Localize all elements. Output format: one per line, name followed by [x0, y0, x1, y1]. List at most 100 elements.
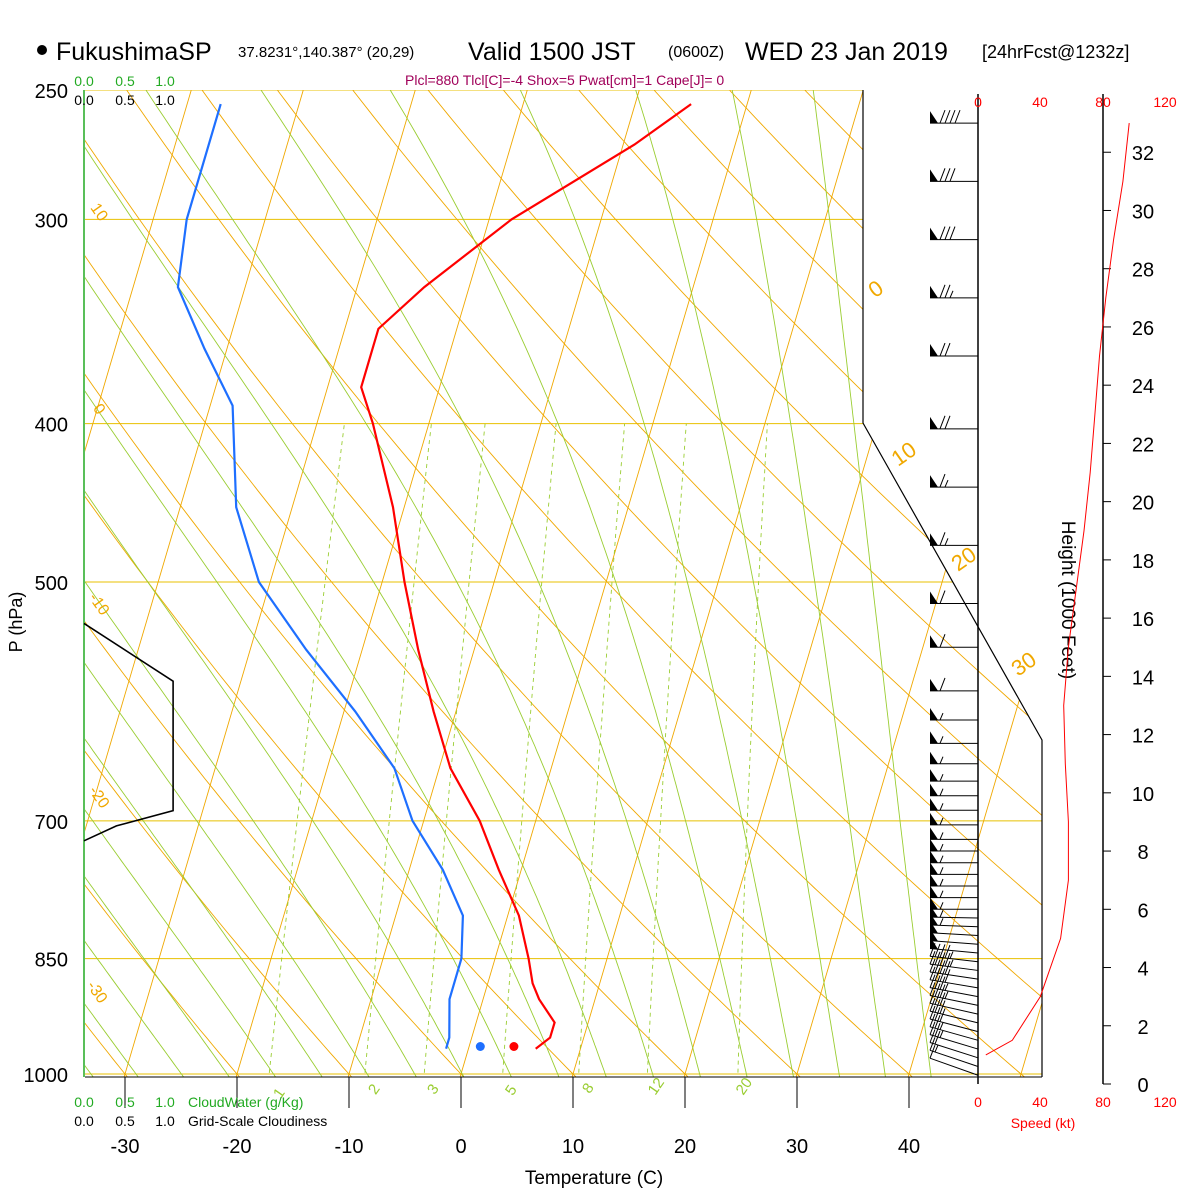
mixing-ratio-line [262, 423, 345, 1077]
height-axis-title: Height (1000 Feet) [1057, 521, 1078, 679]
wind-speed-bottom-tick: 0 [974, 1094, 982, 1110]
wind-barb [929, 950, 979, 971]
pressure-tick-label: 400 [35, 415, 68, 437]
dry-adiabat-label: -20 [85, 783, 112, 812]
wind-barb [930, 284, 978, 299]
wind-barb-full [929, 982, 936, 996]
wind-barb-full [944, 284, 951, 299]
x-axis-title: Temperature (C) [525, 1168, 663, 1189]
wind-barb [929, 958, 979, 980]
wind-barb-full [939, 590, 946, 604]
x-tick-label: 30 [786, 1136, 808, 1158]
wind-barb [930, 226, 978, 241]
wind-barb [930, 751, 978, 765]
x-tick-label: 20 [674, 1136, 696, 1158]
wind-barb [930, 783, 978, 797]
plot-border [862, 90, 1043, 1077]
moist-adiabat-line [0, 349, 42, 1129]
valid-time: Valid 1500 JST [468, 38, 636, 66]
wind-barb [930, 839, 978, 852]
wind-barb-pennant [930, 344, 938, 357]
wind-barb-staff [929, 924, 979, 928]
dry-adiabat-line [85, 90, 857, 1077]
height-tick-label: 20 [1132, 493, 1154, 515]
cloudwater-top-tick: 0.5 [115, 73, 135, 89]
wind-barb-half [939, 773, 944, 782]
wind-barb-full [929, 1037, 936, 1051]
cloudwater-bottom-tick: 0.0 [74, 1094, 94, 1110]
wind-barb-pennant [930, 635, 938, 648]
dry-adiabat-label: 10 [87, 200, 111, 224]
cloudiness-top-tick: 1.0 [155, 92, 175, 108]
wind-barb [929, 1037, 979, 1068]
wind-barb-full [939, 473, 946, 488]
wind-barb-pennant [930, 874, 938, 886]
wind-barb-half [939, 736, 944, 744]
wind-barb-full [939, 992, 946, 1006]
mixing-ratio-label: 20 [733, 1075, 756, 1098]
wind-barb-half [939, 902, 944, 910]
wind-barb [929, 982, 979, 1006]
wind-barb-staff [929, 1018, 979, 1033]
wind-barb-half [939, 855, 944, 863]
pressure-tick-label: 1000 [24, 1065, 69, 1087]
wind-barb-full [929, 950, 936, 965]
wind-barb-full [934, 1030, 941, 1045]
moist-adiabat-label: 0 [864, 275, 888, 303]
mixing-ratio-label: 5 [502, 1082, 521, 1099]
height-tick-label: 24 [1132, 376, 1154, 398]
wind-barb-half [939, 817, 944, 826]
isotherm-line [108, 90, 463, 1077]
wind-barb-full [939, 109, 946, 124]
wind-barb-staff [929, 1057, 979, 1076]
mixing-ratio-label: 2 [365, 1081, 384, 1098]
cloudwater-bottom-tick: 1.0 [155, 1094, 175, 1110]
dry-adiabat-line [93, 90, 1042, 1077]
wind-barb-pennant [930, 862, 938, 875]
wind-barb-half [944, 991, 949, 999]
wind-barb [930, 109, 978, 124]
moist-adiabat-line [85, 219, 177, 1077]
height-tick-label: 22 [1132, 434, 1154, 456]
wind-barb [930, 532, 978, 546]
wind-barb-full [939, 960, 946, 974]
wind-speed-bottom-tick: 80 [1095, 1094, 1111, 1110]
wind-barb-full [934, 983, 941, 997]
wind-barb-pennant [930, 783, 938, 796]
wind-barb-full [934, 959, 941, 973]
moist-adiabat-line [85, 117, 267, 1077]
moist-adiabat-line [85, 90, 491, 1077]
wind-speed-top-tick: 40 [1032, 94, 1048, 110]
wind-barb-pennant [930, 920, 938, 934]
mixing-ratio-line [498, 423, 557, 1077]
moist-adiabat-label: 30 [1007, 647, 1041, 682]
wind-barb-staff [929, 963, 979, 971]
wind-barb-half [939, 910, 944, 918]
wind-barb [929, 974, 979, 998]
wind-barb-pennant [930, 812, 938, 825]
wind-barb-full [934, 999, 941, 1013]
height-tick-label: 12 [1132, 726, 1154, 748]
wind-barb-full [939, 976, 946, 990]
wind-barb [930, 677, 978, 692]
wind-barb-full [929, 990, 936, 1004]
dry-adiabat-line [446, 90, 1042, 1077]
wind-barb-full [934, 975, 941, 989]
wind-barb [930, 897, 978, 910]
moist-adiabat-line [85, 90, 311, 1077]
dry-adiabat-line [234, 90, 1042, 1077]
wind-barb-pennant [930, 798, 938, 811]
mixing-ratio-line [419, 423, 486, 1077]
moist-adiabat-line [156, 90, 715, 1077]
wind-barb-half [939, 803, 944, 811]
wind-barb-full [944, 961, 951, 975]
wind-barb-full [939, 342, 946, 357]
wind-barb-pennant [930, 591, 938, 604]
wind-barb [930, 415, 978, 430]
wind-barb-full [939, 1000, 946, 1014]
wind-barb-full [929, 974, 936, 988]
height-tick-label: 28 [1132, 260, 1154, 282]
wind-barb-pennant [930, 751, 938, 764]
wind-speed-top-tick: 120 [1153, 94, 1177, 110]
